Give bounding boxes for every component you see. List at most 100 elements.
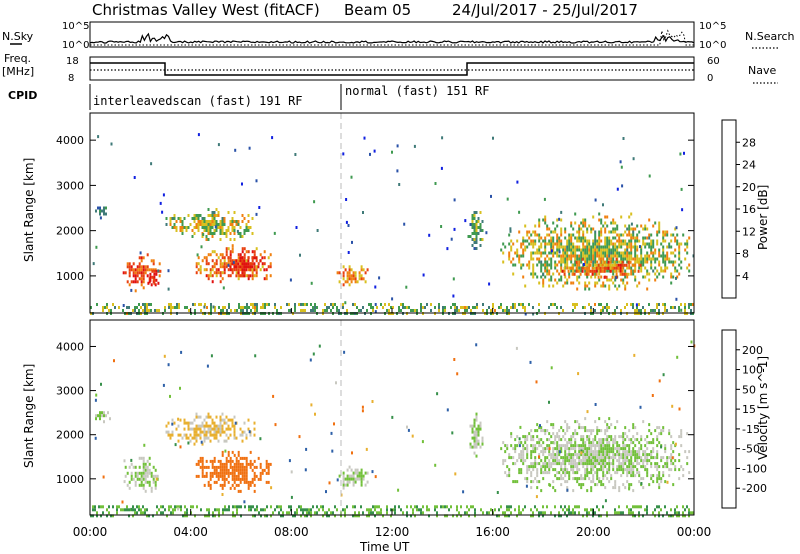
echo-cell [186, 514, 188, 518]
echo-cell [194, 514, 196, 518]
echo-cell [267, 265, 270, 269]
echo-cell [247, 462, 250, 466]
echo-cell [148, 456, 151, 460]
echo-cell [592, 260, 595, 264]
echo-cell [142, 268, 145, 272]
echo-cell [598, 468, 601, 472]
echo-cell [576, 278, 579, 282]
echo-cell [422, 511, 424, 515]
echo-cell [624, 306, 626, 309]
echo-cell [150, 309, 152, 312]
echo-cell [243, 253, 246, 257]
echo-cell [146, 514, 148, 518]
echo-cell [356, 514, 358, 518]
echo-cell [626, 257, 629, 261]
echo-cell [239, 253, 242, 257]
echo-cell [568, 474, 571, 478]
echo-cell [518, 303, 520, 306]
echo-cell [229, 462, 232, 466]
echo-cell [560, 266, 563, 270]
echo-cell [544, 251, 547, 255]
echo-cell [569, 266, 572, 270]
echo-cell [596, 456, 599, 460]
echo-cell [605, 263, 608, 267]
echo-cell [422, 505, 424, 509]
echo-cell [562, 459, 565, 463]
echo-cell [350, 280, 353, 284]
echo-cell [574, 438, 577, 442]
echo-cell [177, 433, 180, 437]
echo-cell [578, 423, 581, 427]
echo-cell [625, 263, 628, 267]
echo-cell [199, 415, 202, 419]
echo-cell [512, 303, 514, 306]
echo-cell [205, 436, 208, 440]
echo-cell [592, 438, 595, 442]
echo-cell [648, 303, 650, 306]
echo-speckle [639, 245, 641, 249]
echo-cell [646, 468, 649, 472]
echo-cell [239, 226, 242, 229]
echo-cell [604, 447, 607, 451]
echo-cell [358, 309, 360, 312]
echo-cell [558, 435, 561, 439]
echo-cell [614, 245, 617, 249]
echo-cell [203, 433, 206, 437]
echo-cell [588, 435, 591, 439]
echo-cell [550, 462, 553, 466]
echo-cell [614, 447, 617, 451]
echo-cell [243, 232, 246, 235]
echo-cell [438, 303, 440, 306]
echo-cell [477, 220, 480, 223]
echo-cell [240, 505, 242, 509]
echo-cell [132, 508, 134, 512]
echo-cell [564, 251, 567, 255]
echo-cell [542, 514, 544, 518]
echo-cell [662, 474, 665, 478]
echo-cell [604, 245, 607, 249]
echo-cell [606, 251, 609, 255]
echo-speckle [403, 222, 406, 226]
echo-cell [576, 257, 579, 261]
echo-cell [678, 245, 681, 249]
echo-cell [556, 263, 559, 267]
echo-cell [606, 224, 609, 228]
echo-cell [608, 251, 611, 255]
echo-cell [249, 480, 252, 484]
echo-cell [680, 432, 683, 436]
echo-cell [175, 220, 178, 223]
echo-cell [354, 514, 356, 518]
echo-cell [548, 459, 551, 463]
echo-cell [255, 259, 258, 263]
echo-cell [554, 242, 557, 246]
echo-cell [574, 444, 577, 448]
echo-speckle [180, 350, 183, 354]
echo-cell [412, 508, 414, 512]
echo-cell [229, 268, 232, 272]
echo-cell [152, 480, 155, 484]
echo-cell [620, 239, 623, 243]
echo-cell [254, 306, 256, 309]
echo-cell [532, 251, 535, 255]
echo-cell [588, 462, 591, 466]
echo-cell [552, 245, 555, 249]
echo-cell [105, 414, 107, 418]
echo-cell [95, 414, 97, 418]
echo-cell [504, 459, 507, 463]
echo-cell [558, 239, 561, 243]
echo-cell [688, 306, 690, 309]
echo-cell [193, 214, 196, 217]
echo-cell [634, 254, 637, 258]
echo-cell [436, 514, 438, 518]
echo-cell [632, 303, 634, 306]
echo-cell [243, 265, 246, 269]
echo-cell [344, 511, 346, 515]
echo-cell [144, 480, 147, 484]
echo-cell [568, 233, 571, 237]
echo-cell [255, 271, 258, 275]
echo-cell [584, 306, 586, 309]
echo-cell [235, 477, 238, 481]
echo-cell [582, 435, 585, 439]
echo-speckle [123, 459, 126, 463]
echo-cell [222, 511, 224, 515]
